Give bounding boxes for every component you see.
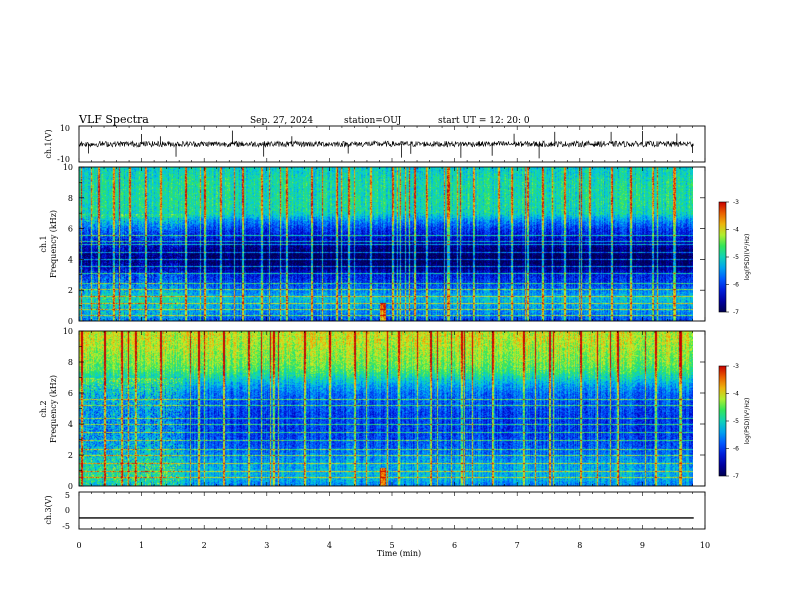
ch3-ytick-mid: 0	[65, 506, 70, 515]
ch1-spectrogram-yticks: 0 2 4 6 8 10	[63, 163, 705, 326]
x-tick-label: 10	[700, 541, 710, 550]
x-tick-label: 7	[515, 541, 520, 550]
ch1-colorbar-label: log(PSD)(V²/Hz)	[744, 234, 751, 281]
ch1-spectrogram-image	[79, 167, 693, 321]
colorbar-tick-label: -7	[733, 309, 739, 316]
y-tick-label: 6	[68, 389, 73, 398]
x-tick-label: 0	[76, 541, 81, 550]
colorbar-tick-label: -6	[733, 282, 739, 289]
ch2-spectrogram-image	[79, 331, 693, 486]
y-tick-label: 0	[68, 317, 73, 326]
ch1-waveform-ylabel: ch.1(V)	[44, 129, 53, 158]
ch2-colorbar-label: log(PSD)(V²/Hz)	[744, 398, 751, 445]
colorbar-tick-label: -7	[733, 473, 739, 480]
date-label: Sep. 27, 2024	[250, 116, 313, 126]
ch2-colorbar: -3 -4 -5 -6 -7 log(PSD)(V²/Hz)	[718, 363, 751, 480]
ch1-ytick-top: 10	[60, 124, 70, 133]
ch1-spectrogram-panel	[79, 167, 693, 321]
x-tick-label: 8	[577, 541, 582, 550]
x-tick-label: 4	[327, 541, 332, 550]
colorbar-tick-label: -4	[733, 391, 739, 398]
ch1-waveform-panel	[78, 130, 694, 159]
time-axis-ticks: 0 1 2 3 4 5 6 7 8 9 10	[76, 541, 710, 550]
ch1-waveform-trace	[78, 130, 694, 159]
colorbar-tick-label: -5	[733, 254, 739, 261]
y-tick-label: 4	[68, 420, 73, 429]
ch1-colorbar-ticks: -3 -4 -5 -6 -7	[726, 199, 739, 316]
ch1-colorbar: -3 -4 -5 -6 -7 log(PSD)(V²/Hz)	[718, 199, 751, 316]
x-tick-label: 6	[452, 541, 457, 550]
ch3-ytick-bottom: -5	[62, 522, 70, 531]
x-tick-label: 5	[389, 541, 394, 550]
ch2-spectrogram-channel-label: ch.2	[39, 400, 48, 417]
y-tick-label: 8	[68, 358, 73, 367]
colorbar-tick-label: -5	[733, 418, 739, 425]
x-axis-label: Time (min)	[377, 549, 421, 558]
ch1-spectrogram-channel-label: ch.1	[39, 235, 48, 252]
colorbar-tick-label: -6	[733, 446, 739, 453]
ch1-waveform-line	[78, 140, 694, 148]
x-tick-label: 2	[202, 541, 207, 550]
x-tick-label: 3	[264, 541, 269, 550]
y-tick-label: 2	[68, 286, 73, 295]
y-tick-label: 8	[68, 194, 73, 203]
ch2-colorbar-gradient	[719, 366, 726, 476]
x-tick-label: 9	[640, 541, 645, 550]
ch3-ytick-top: 5	[65, 491, 70, 500]
ch2-colorbar-ticks: -3 -4 -5 -6 -7	[726, 363, 739, 480]
ch3-waveform-ylabel: ch.3(V)	[44, 495, 53, 524]
y-tick-label: 2	[68, 451, 73, 460]
ch1-ytick-bottom: -10	[57, 155, 70, 164]
ch1-colorbar-gradient	[719, 202, 726, 312]
colorbar-tick-label: -4	[733, 227, 739, 234]
y-tick-label: 0	[68, 482, 73, 491]
colorbar-tick-label: -3	[733, 199, 739, 206]
ch2-spectrogram-panel	[79, 331, 693, 486]
y-tick-label: 10	[63, 163, 73, 172]
panel-frames	[78, 125, 706, 530]
start-ut-label: start UT = 12: 20: 0	[438, 116, 530, 126]
y-tick-label: 6	[68, 225, 73, 234]
panel-frame	[78, 491, 706, 530]
figure-title: VLF Spectra	[78, 113, 149, 126]
y-tick-label: 10	[63, 327, 73, 336]
x-tick-label: 1	[139, 541, 144, 550]
colorbar-tick-label: -3	[733, 363, 739, 370]
y-tick-label: 4	[68, 255, 73, 264]
ch1-spectrogram-ylabel: Frequency (kHz)	[49, 210, 58, 278]
station-label: station=OUJ	[344, 116, 402, 126]
ch2-spectrogram-ylabel: Frequency (kHz)	[49, 375, 58, 443]
